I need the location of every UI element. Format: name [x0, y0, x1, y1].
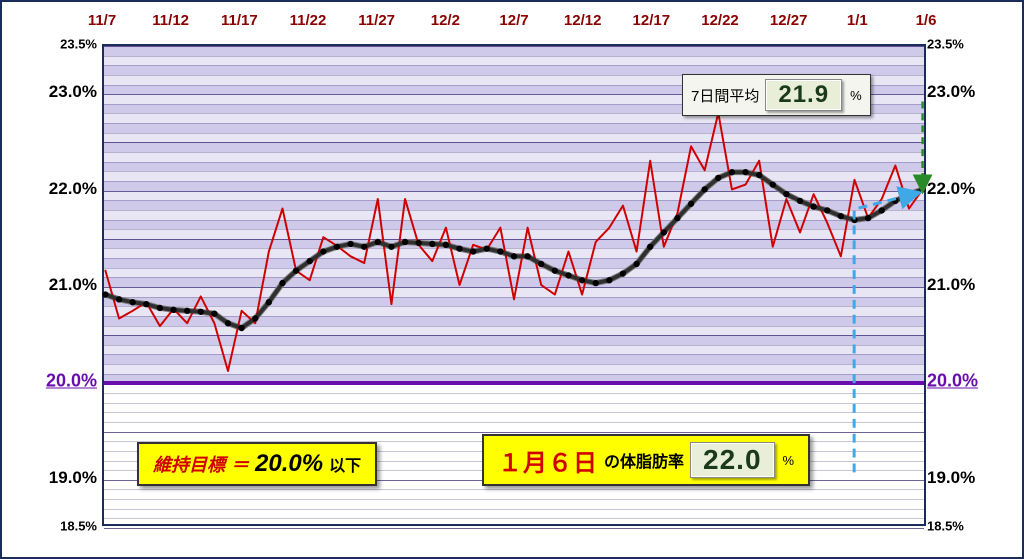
y-tick-right: 22.0%	[927, 179, 975, 199]
x-tick: 12/12	[564, 12, 602, 29]
today-box: １月６日 の体脂肪率 22.0 %	[482, 434, 810, 486]
seven-day-average-box: 7日間平均 21.9 %	[682, 74, 871, 116]
y-tick-right: 21.0%	[927, 275, 975, 295]
today-value: 22.0	[690, 442, 775, 478]
y-tick-left: 23.5%	[60, 37, 97, 52]
x-tick: 11/7	[88, 12, 116, 29]
x-tick: 1/1	[847, 12, 868, 29]
x-axis-labels: 11/7 11/12 11/17 11/22 11/27 12/2 12/7 12/12 12/…	[2, 12, 1022, 42]
today-unit: %	[783, 453, 795, 468]
x-tick: 12/2	[431, 12, 460, 29]
target-label: 維持目標	[153, 451, 225, 477]
x-tick: 11/27	[358, 12, 395, 29]
x-tick: 12/7	[499, 12, 528, 29]
x-tick: 11/17	[221, 12, 258, 29]
avg-label: 7日間平均	[691, 85, 759, 106]
y-tick-left: 21.0%	[49, 275, 97, 295]
target-box: 維持目標 ＝ 20.0% 以下	[137, 442, 377, 486]
y-tick-left: 19.0%	[49, 468, 97, 488]
x-tick: 12/27	[770, 12, 808, 29]
y-tick-left: 20.0%	[46, 371, 97, 392]
x-tick: 12/17	[633, 12, 671, 29]
target-eq: ＝	[231, 451, 249, 477]
y-tick-right: 18.5%	[927, 519, 964, 534]
chart-container: 11/7 11/12 11/17 11/22 11/27 12/2 12/7 12/12 12/…	[0, 0, 1024, 559]
y-tick-left: 22.0%	[49, 179, 97, 199]
y-tick-left: 18.5%	[60, 519, 97, 534]
y-tick-right: 23.0%	[927, 82, 975, 102]
target-value: 20.0%	[255, 450, 323, 478]
x-tick: 1/6	[916, 12, 937, 29]
x-tick: 12/22	[701, 12, 739, 29]
today-label: の体脂肪率	[604, 448, 684, 472]
avg-unit: %	[850, 88, 862, 103]
y-tick-left: 23.0%	[49, 82, 97, 102]
x-tick: 11/22	[290, 12, 327, 29]
x-tick: 11/12	[152, 12, 189, 29]
avg-value: 21.9	[765, 79, 842, 111]
y-tick-right: 23.5%	[927, 37, 964, 52]
today-date: １月６日	[498, 443, 598, 478]
y-tick-right: 20.0%	[927, 371, 978, 392]
target-suffix: 以下	[329, 452, 361, 476]
y-tick-right: 19.0%	[927, 468, 975, 488]
